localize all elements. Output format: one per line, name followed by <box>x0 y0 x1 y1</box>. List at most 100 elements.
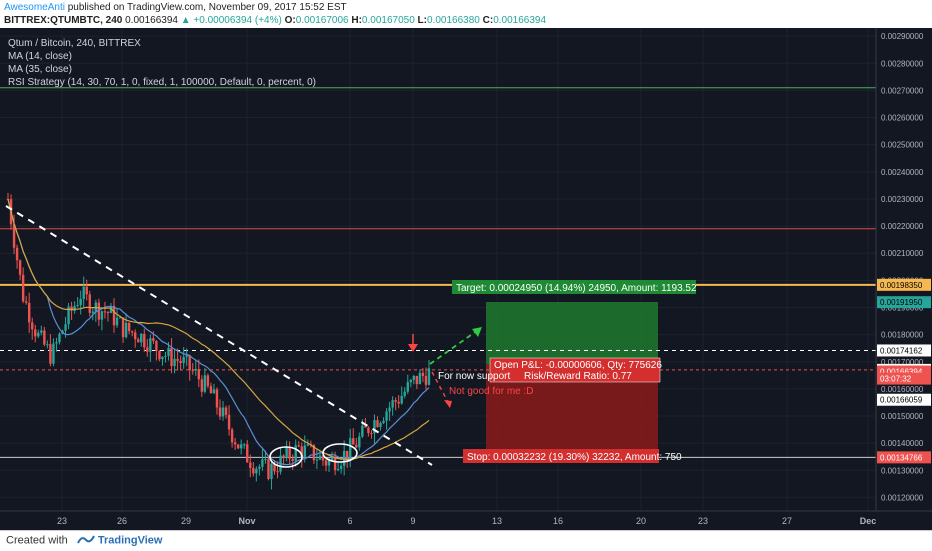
candle-body <box>112 305 116 326</box>
candle-body <box>246 444 249 463</box>
candle-body <box>176 358 179 361</box>
candle-body <box>46 344 49 346</box>
ohlc-open: 0.00167006 <box>295 15 349 26</box>
symbol-info: BITTREX:QTUMBTC, 240 0.00166394 ▲ +0.000… <box>4 15 546 26</box>
candle-body <box>361 425 364 437</box>
candle-body <box>382 420 385 423</box>
candle-body <box>55 342 58 344</box>
price-label-bg <box>877 296 931 309</box>
legend-ma14[interactable]: MA (14, close) <box>8 51 72 62</box>
price-tick: 0.00230000 <box>881 195 924 204</box>
candle-body <box>285 447 288 458</box>
candle-body <box>118 317 122 319</box>
downtrend-line[interactable] <box>5 205 433 466</box>
time-tick: 9 <box>410 516 415 526</box>
price-tick: 0.00270000 <box>881 86 924 95</box>
bearish-projection <box>431 371 449 403</box>
price-label: 0.00166394 <box>880 368 923 377</box>
candle-body <box>146 347 149 352</box>
candle-body <box>230 429 234 443</box>
candle-body <box>203 375 207 392</box>
candle-body <box>37 332 40 337</box>
bullish-projection <box>429 329 479 365</box>
price-label: 0.00134766 <box>880 453 923 462</box>
price-label-bg <box>877 278 931 291</box>
candle-body <box>76 305 79 307</box>
time-axis[interactable]: 23 26 29 Nov 6 9 13 16 20 23 27 Dec <box>57 516 876 526</box>
legend-rsi-strategy[interactable]: RSI Strategy (14, 30, 70, 1, 0, fixed, 1… <box>8 77 316 88</box>
price-chart[interactable]: Target: 0.00024950 (14.94%) 24950, Amoun… <box>0 28 932 530</box>
candle-body <box>206 375 210 387</box>
candle-body <box>21 274 25 302</box>
sell-signal-icon <box>408 344 418 352</box>
candle-body <box>212 389 216 394</box>
chart-area[interactable]: Target: 0.00024950 (14.94%) 24950, Amoun… <box>0 28 932 530</box>
time-tick: 23 <box>698 516 708 526</box>
author-link[interactable]: AwesomeAnti <box>4 2 65 13</box>
candle-body <box>391 400 394 408</box>
price-tick: 0.00140000 <box>881 439 924 448</box>
candle-body <box>270 463 273 479</box>
candle-body <box>79 299 82 306</box>
price-change: ▲ +0.00006394 (+4%) <box>180 15 282 26</box>
bottom-circle-1[interactable] <box>269 446 303 468</box>
candle-body <box>339 465 343 469</box>
price-tick: 0.00170000 <box>881 358 924 367</box>
ma35-line[interactable] <box>7 199 430 461</box>
candle-body <box>224 407 228 415</box>
time-tick: 13 <box>492 516 502 526</box>
candle-body <box>88 294 91 313</box>
legend-ma35[interactable]: MA (35, close) <box>8 64 72 75</box>
candle-body <box>191 370 194 372</box>
candle-body <box>427 368 431 385</box>
candle-body <box>40 330 43 333</box>
last-price: 0.00166394 <box>125 15 178 26</box>
candle-body <box>300 446 303 458</box>
candle-body <box>182 356 185 364</box>
price-label-bg <box>877 372 931 385</box>
candle-body <box>85 286 88 295</box>
price-tick: 0.00120000 <box>881 493 924 502</box>
time-tick: 20 <box>636 516 646 526</box>
symbol-label: BITTREX:QTUMBTC, 240 <box>4 15 123 26</box>
price-label: 03:07:32 <box>880 375 912 384</box>
candle-body <box>415 375 419 385</box>
time-tick: 6 <box>347 516 352 526</box>
candle-body <box>233 442 237 445</box>
target-label: Target: 0.00024950 (14.94%) 24950, Amoun… <box>456 283 697 294</box>
candle-body <box>379 422 382 427</box>
candle-body <box>294 445 297 461</box>
candle-body <box>143 333 146 348</box>
candle-body <box>200 379 204 392</box>
candle-body <box>52 343 55 364</box>
not-good-note: Not good for me :D <box>449 386 533 397</box>
price-tick: 0.00210000 <box>881 249 924 258</box>
candle-body <box>197 369 200 380</box>
time-tick: Dec <box>860 516 877 526</box>
stop-label-bg <box>463 449 659 463</box>
bullish-arrow-icon <box>472 327 482 337</box>
footer-credit: Created with TradingView <box>6 534 162 547</box>
ma14-line[interactable] <box>7 199 430 466</box>
candle-body <box>406 382 409 392</box>
candle-body <box>70 306 73 311</box>
candle-body <box>18 260 22 275</box>
candle-body <box>49 344 52 364</box>
candle-body <box>258 466 261 469</box>
price-tick: 0.00260000 <box>881 114 924 123</box>
candle-body <box>152 338 155 341</box>
price-axis[interactable]: 0.00290000 0.00280000 0.00270000 0.00260000… <box>881 32 924 502</box>
candle-body <box>64 324 67 331</box>
candle-body <box>336 468 340 471</box>
tradingview-logo-icon <box>76 534 95 547</box>
candle-body <box>115 317 119 326</box>
candle-body <box>312 444 316 461</box>
candle-body <box>134 332 137 340</box>
price-tick: 0.00240000 <box>881 168 924 177</box>
tradingview-brand[interactable]: TradingView <box>97 534 163 547</box>
candle-body <box>97 302 101 320</box>
open-pl-box <box>489 357 661 383</box>
candle-body <box>373 420 376 434</box>
candle-body <box>67 306 70 325</box>
bottom-circle-2[interactable] <box>322 443 358 463</box>
